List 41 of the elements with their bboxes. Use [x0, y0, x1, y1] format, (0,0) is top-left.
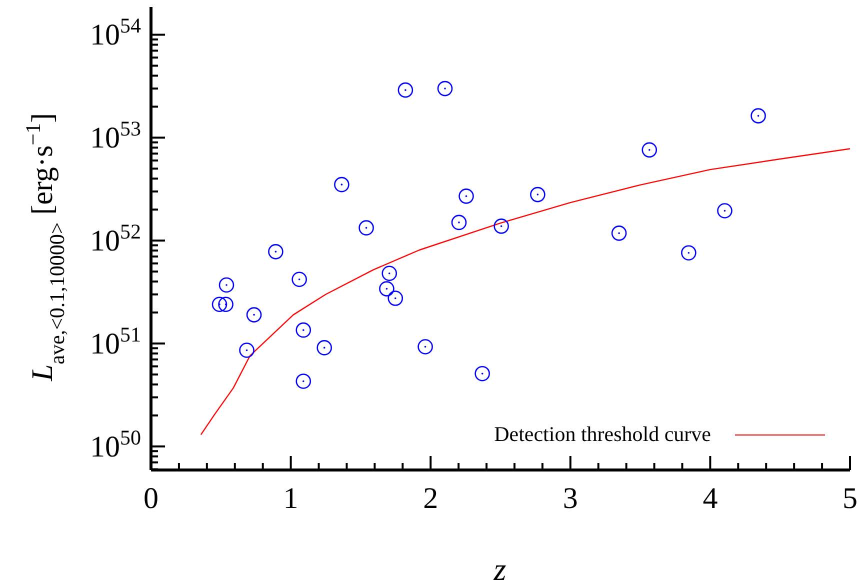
- x-axis-title: z: [492, 551, 507, 587]
- point: [437, 80, 453, 96]
- point: [717, 203, 732, 218]
- point: [681, 245, 696, 260]
- x-tick-label: 0: [144, 482, 158, 515]
- y-tick-label: 10$^{50}$: [90, 425, 141, 464]
- y-tick-label: 10$^{54}$: [90, 14, 142, 52]
- point: [239, 342, 254, 358]
- x-tick-label: 5: [842, 482, 857, 515]
- point: [379, 281, 394, 296]
- point: [530, 186, 546, 202]
- point: [458, 188, 474, 204]
- y-tick-label: 10$^{53}$: [90, 116, 141, 155]
- point: [334, 176, 350, 192]
- point: [218, 296, 234, 312]
- point: [388, 290, 404, 306]
- y-tick-label: 10$^{52}$: [90, 220, 141, 258]
- point: [292, 272, 307, 287]
- point: [246, 307, 262, 322]
- y-tick-label: 10$^{51}$: [90, 322, 141, 360]
- x-tick-label: 2: [423, 482, 438, 515]
- point: [494, 218, 509, 234]
- point: [474, 366, 490, 382]
- x-tick-label: 4: [702, 482, 718, 515]
- point: [642, 142, 658, 158]
- point: [212, 296, 228, 312]
- point: [296, 374, 312, 389]
- legend-label: Detection threshold curve: [494, 422, 711, 447]
- point: [451, 214, 467, 230]
- point: [611, 226, 627, 241]
- point: [398, 82, 414, 98]
- point: [750, 108, 766, 124]
- point: [316, 340, 332, 356]
- point: [268, 244, 284, 260]
- point: [218, 277, 234, 293]
- point: [296, 322, 312, 338]
- point: [358, 220, 374, 236]
- point: [382, 266, 398, 282]
- x-tick-label: 1: [283, 482, 298, 515]
- point: [418, 339, 433, 354]
- x-tick-label: 3: [562, 482, 578, 515]
